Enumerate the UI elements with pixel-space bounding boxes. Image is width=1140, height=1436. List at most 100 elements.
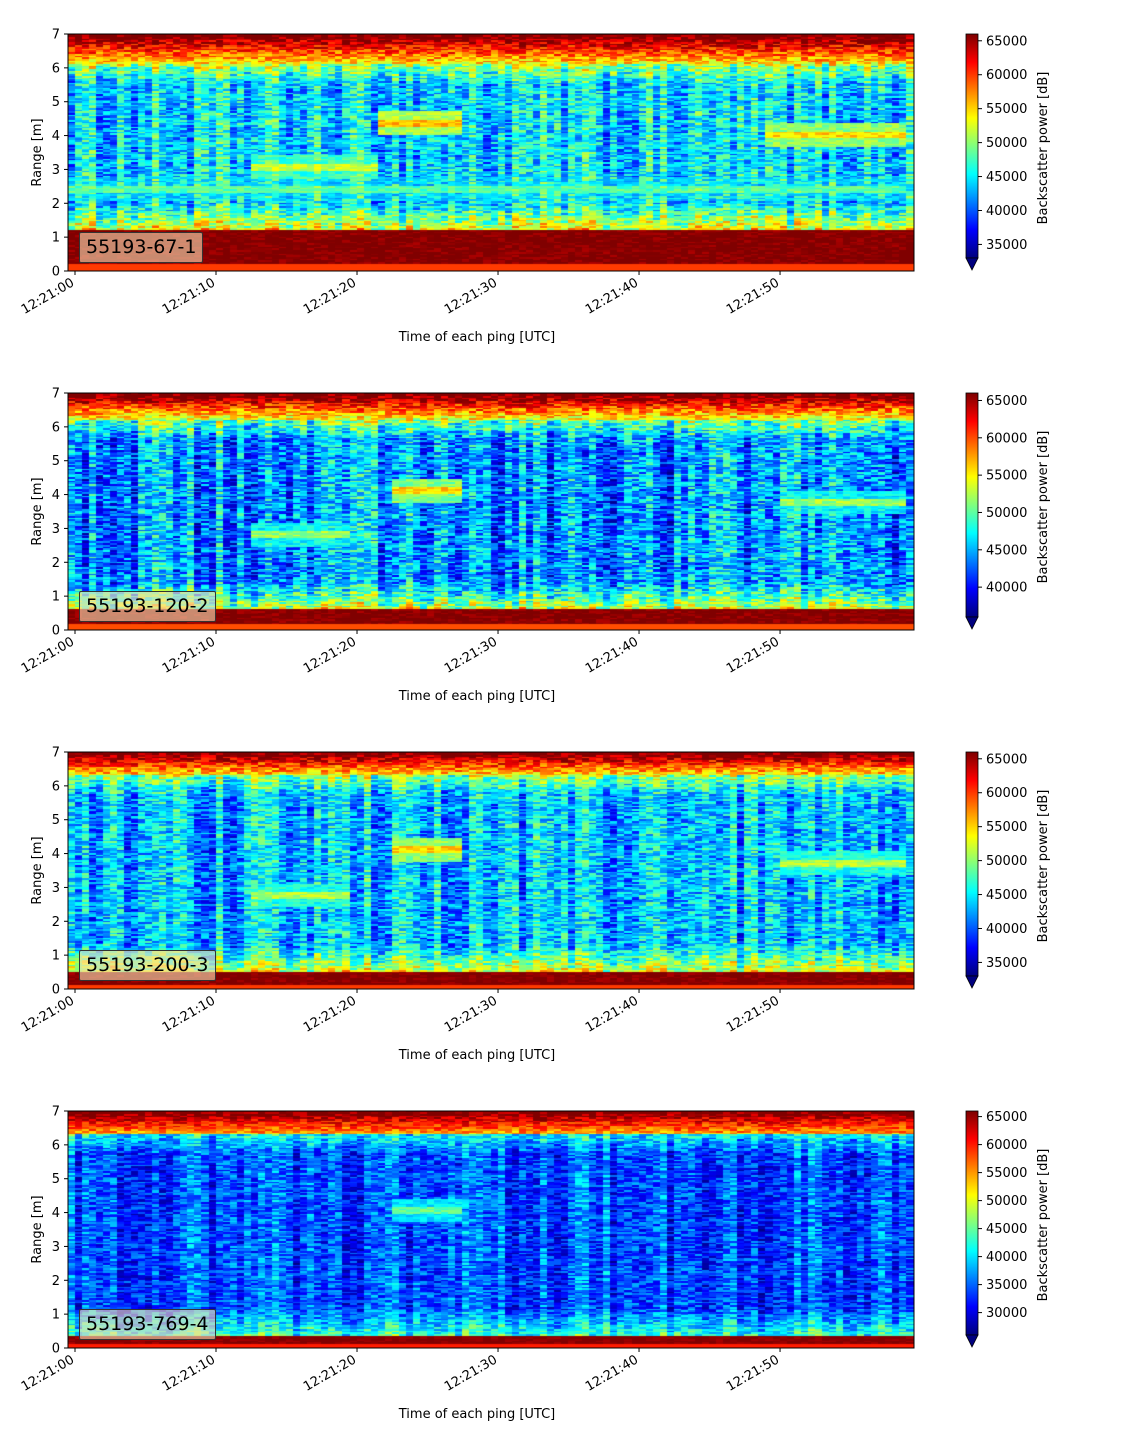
colorbar-frame [965, 1110, 979, 1336]
x-tick-label: 12:21:10 [160, 275, 218, 317]
colorbar-tick-label: 40000 [986, 581, 1027, 596]
y-tick-label: 6 [52, 1138, 60, 1153]
heatmap-image [68, 752, 914, 989]
x-tick-label: 12:21:50 [724, 993, 782, 1035]
y-tick-label: 5 [52, 813, 60, 828]
y-tick-label: 4 [52, 1206, 60, 1221]
axes-overlay: 0 1 2 3 4 5 6 7 12:21:00 12:21:10 12:21:20 12:21:30… [19, 746, 1051, 1064]
colorbar-tick-label: 65000 [986, 394, 1027, 409]
x-tick-label: 12:21:50 [724, 634, 782, 676]
heatmap-image [68, 1111, 914, 1348]
x-axis-label: Time of each ping [UTC] [398, 330, 556, 345]
colorbar-tick-label: 50000 [986, 506, 1027, 521]
y-axis-label: Range [m] [30, 1195, 45, 1263]
y-tick-label: 3 [52, 881, 60, 896]
colorbar-tick-label: 55000 [986, 1166, 1027, 1181]
x-tick-label: 12:21:00 [19, 275, 77, 317]
colorbar-tick-label: 50000 [986, 854, 1027, 869]
colorbar-tick-label: 55000 [986, 469, 1027, 484]
axes-frame [67, 751, 915, 990]
colorbar-tick-label: 45000 [986, 1222, 1027, 1237]
y-tick-label: 5 [52, 454, 60, 469]
y-tick-label: 4 [52, 488, 60, 503]
chart-panel: 0 1 2 3 4 5 6 7 12:21:00 12:21:10 12:21:20 12:21:30… [0, 718, 1140, 1077]
x-axis-label: Time of each ping [UTC] [398, 689, 556, 704]
y-tick-label: 0 [52, 624, 60, 639]
y-tick-label: 5 [52, 95, 60, 110]
x-tick-label: 12:21:50 [724, 1352, 782, 1394]
colorbar-tick-label: 60000 [986, 68, 1027, 83]
colorbar-extend-min [965, 1334, 979, 1348]
y-tick-label: 1 [52, 231, 60, 246]
x-tick-label: 12:21:00 [19, 634, 77, 676]
y-tick-label: 6 [52, 61, 60, 76]
colorbar-frame [965, 33, 979, 259]
colorbar [966, 393, 978, 617]
colorbar-tick-label: 40000 [986, 204, 1027, 219]
colorbar-tick-label: 40000 [986, 922, 1027, 937]
x-tick-label: 12:21:20 [301, 634, 359, 676]
y-axis-label: Range [m] [30, 836, 45, 904]
x-tick-label: 12:21:40 [583, 993, 641, 1035]
panel-id-label: 55193-200-3 [79, 950, 216, 981]
x-tick-label: 12:21:00 [19, 993, 77, 1035]
heatmap-image [68, 34, 914, 271]
x-tick-label: 12:21:10 [160, 1352, 218, 1394]
colorbar-tick-label: 65000 [986, 752, 1027, 767]
panel-id-label: 55193-120-2 [79, 591, 216, 622]
colorbar-tick-label: 35000 [986, 956, 1027, 971]
x-tick-label: 12:21:30 [442, 634, 500, 676]
colorbar-tick-label: 45000 [986, 888, 1027, 903]
colorbar-tick-label: 65000 [986, 1110, 1027, 1125]
y-tick-label: 2 [52, 1274, 60, 1289]
y-tick-label: 0 [52, 1342, 60, 1357]
y-tick-label: 4 [52, 847, 60, 862]
x-tick-label: 12:21:10 [160, 993, 218, 1035]
y-axis-label: Range [m] [30, 118, 45, 186]
colorbar-tick-label: 50000 [986, 1194, 1027, 1209]
axes-frame [67, 392, 915, 631]
colorbar-label: Backscatter power [dB] [1036, 431, 1051, 584]
axes-overlay: 0 1 2 3 4 5 6 7 12:21:00 12:21:10 12:21:20 12:21:30… [19, 28, 1051, 346]
x-axis-label: Time of each ping [UTC] [398, 1407, 556, 1422]
y-tick-label: 3 [52, 522, 60, 537]
colorbar-tick-label: 45000 [986, 543, 1027, 558]
y-tick-label: 0 [52, 265, 60, 280]
y-tick-label: 7 [52, 1105, 60, 1120]
colorbar-extend-min [965, 616, 979, 630]
colorbar-label: Backscatter power [dB] [1036, 1149, 1051, 1302]
x-tick-label: 12:21:00 [19, 1352, 77, 1394]
x-tick-label: 12:21:20 [301, 275, 359, 317]
colorbar [966, 752, 978, 976]
colorbar-extend-min [965, 975, 979, 989]
x-tick-label: 12:21:20 [301, 993, 359, 1035]
y-tick-label: 1 [52, 1308, 60, 1323]
colorbar-tick-label: 55000 [986, 102, 1027, 117]
y-tick-label: 5 [52, 1172, 60, 1187]
y-tick-label: 4 [52, 129, 60, 144]
y-tick-label: 2 [52, 556, 60, 571]
colorbar-tick-label: 30000 [986, 1306, 1027, 1321]
colorbar-frame [965, 392, 979, 618]
colorbar-tick-label: 40000 [986, 1250, 1027, 1265]
colorbar [966, 1111, 978, 1335]
panel-id-label: 55193-769-4 [79, 1309, 216, 1340]
x-tick-label: 12:21:50 [724, 275, 782, 317]
colorbar-label: Backscatter power [dB] [1036, 790, 1051, 943]
colorbar-frame [965, 751, 979, 977]
y-tick-label: 0 [52, 983, 60, 998]
x-tick-label: 12:21:40 [583, 275, 641, 317]
colorbar-extend-min [965, 257, 979, 271]
colorbar-tick-label: 60000 [986, 1138, 1027, 1153]
colorbar-tick-label: 45000 [986, 170, 1027, 185]
y-tick-label: 3 [52, 163, 60, 178]
axes-frame [67, 33, 915, 272]
y-tick-label: 2 [52, 915, 60, 930]
colorbar-label: Backscatter power [dB] [1036, 72, 1051, 225]
x-tick-label: 12:21:40 [583, 634, 641, 676]
x-tick-label: 12:21:30 [442, 1352, 500, 1394]
axes-overlay: 0 1 2 3 4 5 6 7 12:21:00 12:21:10 12:21:20 12:21:30… [19, 387, 1051, 705]
x-tick-label: 12:21:20 [301, 1352, 359, 1394]
x-tick-label: 12:21:30 [442, 993, 500, 1035]
y-tick-label: 1 [52, 949, 60, 964]
